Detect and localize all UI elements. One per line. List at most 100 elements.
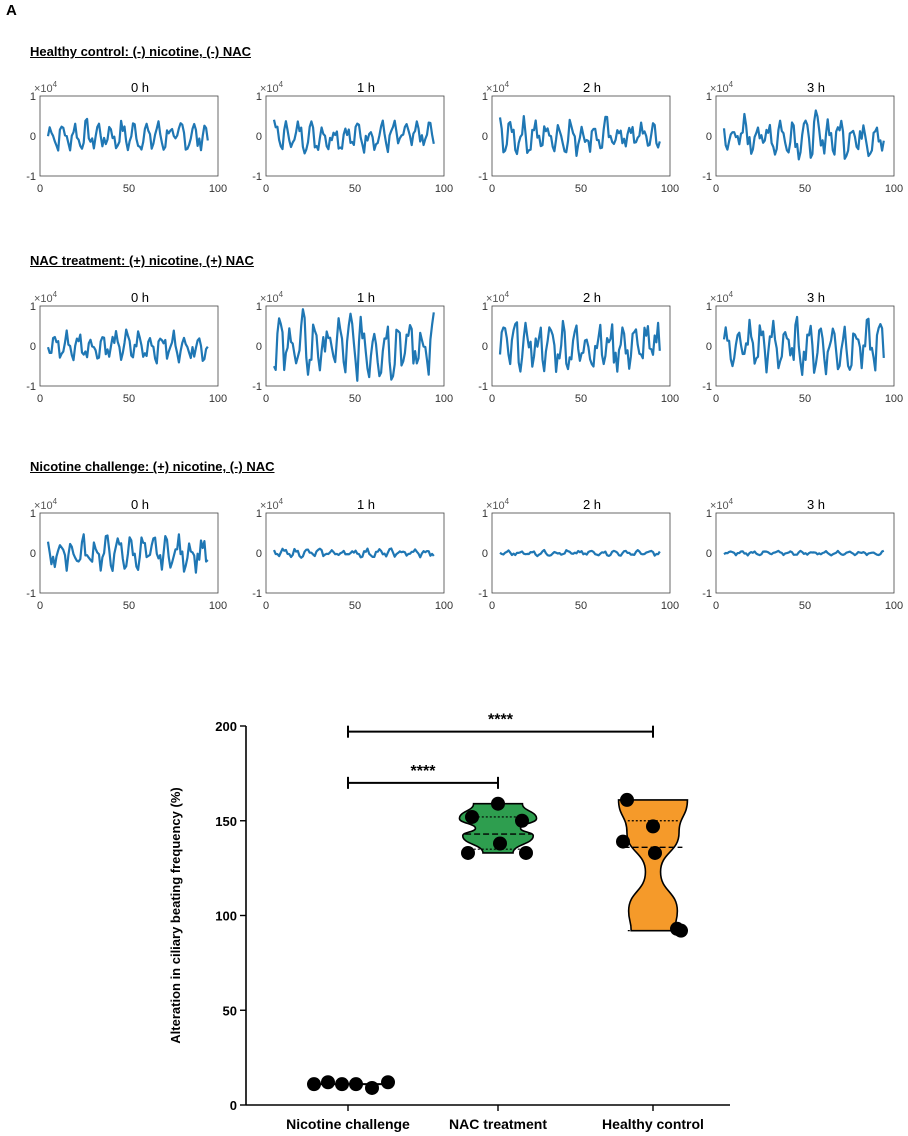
y-tick-label: 200	[215, 719, 237, 734]
significance-label: ****	[488, 712, 514, 729]
x-tick-label: 50	[349, 183, 361, 195]
plot-frame	[491, 512, 671, 594]
trace-panel-r1-1h: ×104 1 h10-10 50 100	[252, 80, 453, 195]
trace-panel-r2-0h: ×104 0 h10-10 50 100	[26, 290, 227, 405]
multiplier-label: ×104	[710, 290, 734, 305]
x-tick-label: 100	[435, 393, 453, 405]
trace-panel-r3-1h: ×104 1 h10-10 50 100	[252, 497, 453, 612]
y-tick-label: -1	[26, 381, 36, 393]
data-point	[493, 836, 507, 851]
x-tick-label: 100	[209, 393, 227, 405]
y-tick-label: 1	[256, 508, 262, 520]
y-tick-label: 1	[256, 91, 262, 103]
panel-a-label: A	[6, 2, 17, 19]
x-tick-label: 0	[37, 393, 43, 405]
data-point	[307, 1077, 321, 1092]
multiplier-label: ×104	[486, 290, 510, 305]
data-point	[670, 921, 684, 936]
panel-b-violin-chart: B050100150200Alteration in ciliary beati…	[168, 712, 730, 1132]
y-tick-label: -1	[26, 588, 36, 600]
time-label: 0 h	[131, 290, 149, 305]
x-tick-label: 50	[123, 600, 135, 612]
y-tick-label: 1	[30, 91, 36, 103]
trace-panel-r2-2h: ×104 2 h10-10 50 100	[478, 290, 679, 405]
y-tick-label: -1	[252, 588, 262, 600]
trace-line	[722, 109, 885, 161]
trace-line	[272, 547, 435, 559]
y-tick-label: -1	[702, 588, 712, 600]
y-tick-label: 1	[30, 508, 36, 520]
x-tick-label: NAC treatment	[449, 1116, 547, 1132]
multiplier-label: ×104	[260, 290, 284, 305]
plot-frame	[39, 305, 219, 387]
y-tick-label: 1	[482, 508, 488, 520]
y-tick-label: 0	[706, 548, 712, 560]
trace-panel-r3-3h: ×104 3 h10-10 50 100	[702, 497, 903, 612]
time-label: 0 h	[131, 80, 149, 95]
x-tick-label: 50	[123, 183, 135, 195]
x-tick-label: 0	[713, 393, 719, 405]
y-tick-label: 0	[230, 1098, 237, 1113]
data-point	[515, 813, 529, 828]
x-tick-label: Nicotine challenge	[286, 1116, 410, 1132]
data-point	[461, 845, 475, 860]
x-tick-label: 0	[37, 600, 43, 612]
y-tick-label: 1	[30, 301, 36, 313]
trace-line	[46, 328, 209, 365]
x-tick-label: 100	[209, 183, 227, 195]
plot-frame	[715, 512, 895, 594]
violin-healthy-control	[617, 799, 689, 932]
plot-frame	[715, 305, 895, 387]
x-tick-label: 0	[713, 183, 719, 195]
plot-frame	[491, 95, 671, 177]
plot-frame	[265, 95, 445, 177]
data-point	[620, 792, 634, 807]
multiplier-label: ×104	[260, 497, 284, 512]
trace-panel-r2-1h: ×104 1 h10-10 50 100	[252, 290, 453, 405]
data-point	[349, 1077, 363, 1092]
time-label: 3 h	[807, 497, 825, 512]
trace-line	[722, 315, 885, 376]
trace-panel-r1-2h: ×104 2 h10-10 50 100	[478, 80, 679, 195]
plot-frame	[265, 512, 445, 594]
y-tick-label: 0	[256, 341, 262, 353]
trace-panel-r3-0h: ×104 0 h10-10 50 100	[26, 497, 227, 612]
x-tick-label: 100	[435, 600, 453, 612]
y-tick-label: -1	[478, 171, 488, 183]
x-tick-label: 0	[713, 600, 719, 612]
multiplier-label: ×104	[710, 80, 734, 95]
y-tick-label: -1	[478, 588, 488, 600]
y-tick-label: -1	[26, 171, 36, 183]
y-tick-label: 0	[482, 548, 488, 560]
data-point	[616, 834, 630, 849]
time-label: 1 h	[357, 80, 375, 95]
x-tick-label: 50	[575, 393, 587, 405]
x-tick-label: 0	[263, 393, 269, 405]
trace-line	[498, 319, 661, 373]
y-tick-label: 100	[215, 909, 237, 924]
trace-panel-r3-2h: ×104 2 h10-10 50 100	[478, 497, 679, 612]
x-tick-label: 0	[489, 600, 495, 612]
trace-line	[498, 115, 661, 157]
y-tick-label: 0	[482, 341, 488, 353]
time-label: 2 h	[583, 290, 601, 305]
time-label: 3 h	[807, 80, 825, 95]
data-point	[321, 1075, 335, 1090]
multiplier-label: ×104	[34, 290, 58, 305]
x-tick-label: 100	[885, 393, 903, 405]
y-tick-label: -1	[702, 381, 712, 393]
plot-frame	[715, 95, 895, 177]
x-tick-label: 0	[263, 183, 269, 195]
y-tick-label: -1	[702, 171, 712, 183]
y-tick-label: 0	[30, 548, 36, 560]
data-point	[381, 1075, 395, 1090]
y-tick-label: -1	[478, 381, 488, 393]
y-tick-label: 50	[223, 1003, 237, 1018]
y-tick-label: -1	[252, 171, 262, 183]
data-point	[519, 845, 533, 860]
multiplier-label: ×104	[486, 80, 510, 95]
plot-frame	[265, 305, 445, 387]
y-tick-label: 1	[256, 301, 262, 313]
y-tick-label: 1	[482, 301, 488, 313]
time-label: 1 h	[357, 497, 375, 512]
